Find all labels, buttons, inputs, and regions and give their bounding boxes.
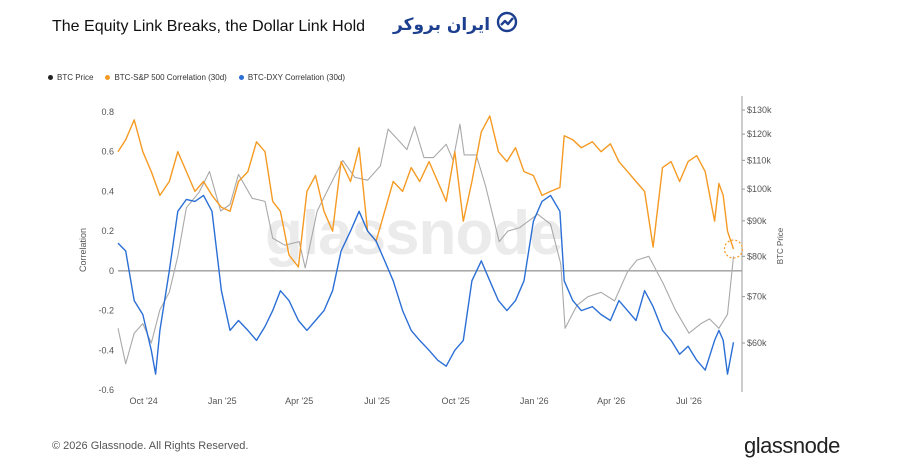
y-left-tick-label: -0.4 (98, 345, 114, 355)
y-right-tick-label: $70k (747, 292, 767, 302)
chart-legend: BTC Price BTC-S&P 500 Correlation (30d) … (48, 73, 345, 82)
footer-brand-logo: glassnode (744, 433, 840, 458)
x-tick-label: Apr '25 (285, 396, 313, 406)
chart-labels: 0.8 0.6 0.4 0.2 0 -0.2 -0.4 -0.6 $130k $120k $110k… (78, 105, 785, 406)
legend-label-btc: BTC Price (57, 73, 94, 82)
footer-copyright: © 2026 Glassnode. All Rights Reserved. (52, 440, 249, 452)
y-right-tick-label: $80k (747, 251, 767, 261)
legend-label-dxy: BTC-DXY Correlation (30d) (247, 73, 346, 82)
watermark: glassnode (265, 199, 564, 268)
legend-dot-btc (48, 75, 53, 80)
y-right-tick-label: $60k (747, 338, 767, 348)
brand-logo: ایران بروکر (393, 11, 518, 38)
brand-logo-text: ایران بروکر (393, 14, 491, 35)
y-left-tick-label: 0.8 (101, 107, 114, 117)
legend-item-spx[interactable]: BTC-S&P 500 Correlation (30d) (105, 73, 227, 82)
legend-dot-dxy (238, 75, 244, 80)
series-line-btc-spx-correlation (117, 115, 735, 268)
x-tick-label: Jan '25 (208, 396, 237, 406)
y-left-tick-label: -0.2 (98, 306, 114, 316)
legend-item-btc[interactable]: BTC Price (48, 73, 93, 82)
y-right-tick-label: $90k (747, 216, 767, 226)
y-left-tick-label: 0 (109, 266, 114, 276)
chart-series (117, 115, 744, 375)
legend-dot-spx (105, 75, 111, 80)
legend-label-spx: BTC-S&P 500 Correlation (30d) (114, 73, 227, 82)
y-left-tick-label: 0.6 (101, 147, 114, 157)
x-tick-label: Oct '25 (442, 396, 470, 406)
y-left-tick-label: -0.6 (98, 385, 114, 395)
y-right-axis-title: BTC Price (776, 227, 785, 264)
y-right-tick-label: $130k (747, 105, 772, 115)
x-tick-label: Oct '24 (130, 396, 158, 406)
y-left-tick-label: 0.2 (101, 226, 114, 236)
page-title: The Equity Link Breaks, the Dollar Link … (52, 18, 366, 35)
highlight-circle (723, 239, 744, 259)
chart-axes (118, 96, 745, 392)
x-tick-label: Jul '25 (364, 396, 390, 406)
series-line-btc-price (117, 123, 735, 365)
legend-item-dxy[interactable]: BTC-DXY Correlation (30d) (238, 73, 346, 82)
x-tick-label: Apr '26 (597, 396, 625, 406)
trend-icon (496, 11, 518, 38)
x-tick-label: Jul '26 (676, 396, 702, 406)
x-tick-label: Jan '26 (520, 396, 549, 406)
y-right-tick-label: $100k (747, 184, 772, 194)
y-right-tick-label: $110k (747, 155, 771, 165)
y-left-axis-title: Correlation (78, 228, 88, 272)
y-left-tick-label: 0.4 (101, 186, 114, 196)
series-line-btc-dxy-correlation (117, 194, 735, 375)
y-right-tick-label: $120k (747, 129, 772, 139)
